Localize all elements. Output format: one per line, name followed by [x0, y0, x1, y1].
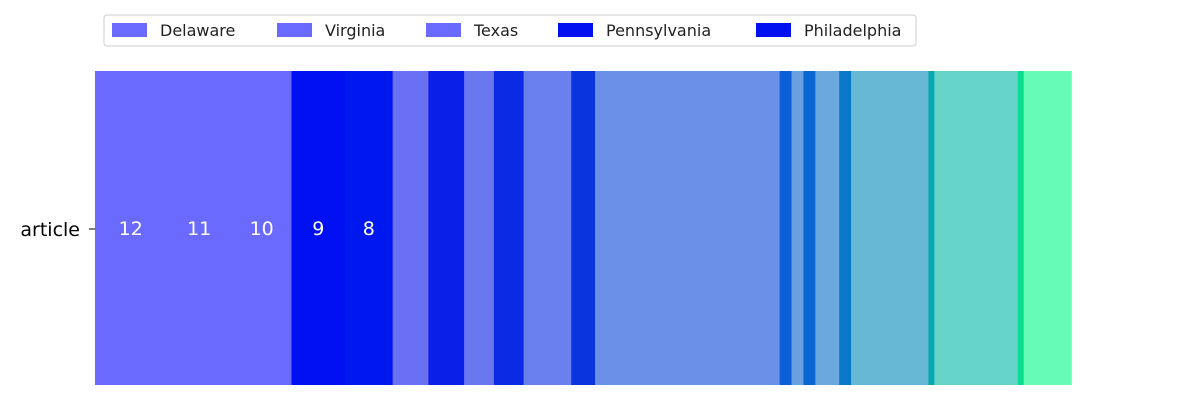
bar-segment: [392, 71, 429, 385]
bar-segment: [166, 71, 233, 385]
bar-segments: [95, 71, 1072, 385]
legend-swatch: [112, 23, 147, 37]
legend-label: Pennsylvania: [606, 21, 711, 40]
legend-label: Delaware: [160, 21, 235, 40]
bar-segment: [595, 71, 781, 385]
legend-label: Virginia: [325, 21, 385, 40]
legend-swatch: [756, 23, 791, 37]
bar-segment: [779, 71, 793, 385]
bar-segment: [345, 71, 394, 385]
y-axis: article: [20, 219, 95, 241]
bar-segment: [1023, 71, 1072, 385]
bar-segment: [928, 71, 935, 385]
bar-segment: [428, 71, 465, 385]
data-labels: 12 11 10 9 8: [119, 218, 375, 240]
bar-segment: [839, 71, 852, 385]
y-tick-label: article: [20, 219, 80, 241]
bar-segment: [791, 71, 804, 385]
bar-segment: [1017, 71, 1025, 385]
bar-segment: [803, 71, 816, 385]
bar-segment: [934, 71, 1019, 385]
bar-segment: [231, 71, 292, 385]
bar-value-label: 10: [250, 218, 274, 240]
bar-segment: [493, 71, 525, 385]
bar-segment: [464, 71, 495, 385]
legend-label: Texas: [473, 21, 518, 40]
bar-segment: [571, 71, 596, 385]
bar-segment: [291, 71, 346, 385]
bar-value-label: 9: [312, 218, 324, 240]
bar-segment: [95, 71, 167, 385]
bar-segment: [815, 71, 840, 385]
bar-segment: [523, 71, 572, 385]
legend: Delaware Virginia Texas Pennsylvania Philade…: [103, 14, 917, 47]
legend-label: Philadelphia: [804, 21, 901, 40]
bar-value-label: 8: [363, 218, 375, 240]
legend-swatch: [426, 23, 461, 37]
legend-swatch: [277, 23, 312, 37]
legend-swatch: [558, 23, 593, 37]
bar-value-label: 11: [187, 218, 211, 240]
bar-value-label: 12: [119, 218, 143, 240]
bar-segment: [851, 71, 929, 385]
legend-frame: [103, 14, 917, 47]
